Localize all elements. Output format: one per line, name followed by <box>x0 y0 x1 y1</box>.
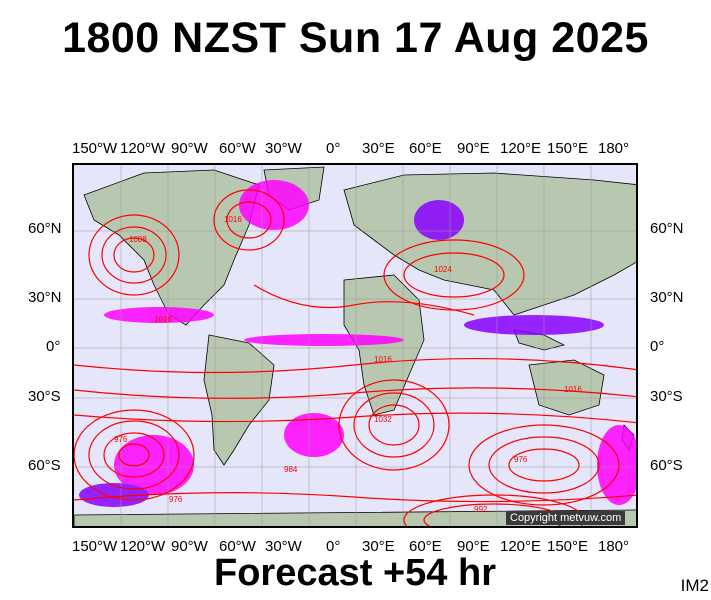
lat-label-left: 60°S <box>28 457 61 474</box>
lon-label-bottom: 90°E <box>457 538 490 555</box>
lon-label-bottom: 120°E <box>500 538 542 555</box>
lon-label-bottom: 150°W <box>72 538 118 555</box>
eurasia <box>343 172 636 316</box>
lon-label-bottom: 30°E <box>362 538 395 555</box>
model-tag: IM2 <box>680 576 709 595</box>
lat-label-left: 30°S <box>28 388 61 405</box>
australia <box>528 359 605 416</box>
lon-label-bottom: 60°E <box>409 538 442 555</box>
isobar-label: 984 <box>284 465 298 474</box>
lon-label-top: 120°W <box>120 140 166 157</box>
precipitation <box>79 180 636 507</box>
isobar-label: 1016 <box>564 385 582 394</box>
lon-label-bottom: 150°E <box>547 538 589 555</box>
lat-label-left: 30°N <box>28 289 62 306</box>
lat-label-right: 60°S <box>650 457 683 474</box>
isobar-label: 1016 <box>374 355 392 364</box>
lat-label-left: 60°N <box>28 220 62 237</box>
isobar-label: 1016 <box>154 315 172 324</box>
lon-label-bottom: 60°W <box>219 538 256 555</box>
lon-label-top: 90°E <box>457 140 490 157</box>
lon-label-top: 180° <box>598 140 630 157</box>
lon-label-top: 60°E <box>409 140 442 157</box>
map-canvas <box>74 165 636 526</box>
lat-label-right: 60°N <box>650 220 684 237</box>
copyright-notice: Copyright metvuw.com <box>506 511 626 525</box>
lon-label-bottom: 120°W <box>120 538 166 555</box>
isobar-label: 1016 <box>224 215 242 224</box>
map-title: 1800 NZST Sun 17 Aug 2025 <box>62 14 649 62</box>
lon-label-bottom: 0° <box>326 538 341 555</box>
lon-label-bottom: 180° <box>598 538 630 555</box>
lon-label-bottom: 30°W <box>265 538 302 555</box>
lat-label-right: 30°S <box>650 388 683 405</box>
isobar-label: 1008 <box>129 235 147 244</box>
weather-map: 1008 1016 1024 1016 1016 976 1032 976 10… <box>72 163 638 528</box>
lon-label-top: 0° <box>326 140 341 157</box>
isobar-label: 976 <box>169 495 183 504</box>
lon-label-top: 60°W <box>219 140 256 157</box>
lon-label-top: 150°E <box>547 140 589 157</box>
south-america <box>203 334 275 466</box>
lon-label-top: 120°E <box>500 140 542 157</box>
lon-label-top: 30°E <box>362 140 395 157</box>
lat-label-right: 30°N <box>650 289 684 306</box>
isobar-label: 1032 <box>374 415 392 424</box>
lon-label-bottom: 90°W <box>171 538 208 555</box>
isobars <box>74 189 636 526</box>
lon-label-top: 150°W <box>72 140 118 157</box>
isobar-label: 976 <box>514 455 528 464</box>
isobar-label: 992 <box>474 505 488 514</box>
forecast-label: Forecast +54 hr <box>214 552 496 594</box>
lon-label-top: 90°W <box>171 140 208 157</box>
lat-label-left: 0° <box>46 338 61 355</box>
lon-label-top: 30°W <box>265 140 302 157</box>
isobar-label: 976 <box>114 435 128 444</box>
lat-label-right: 0° <box>650 338 665 355</box>
isobar-label: 1024 <box>434 265 452 274</box>
antarctica <box>74 509 636 526</box>
